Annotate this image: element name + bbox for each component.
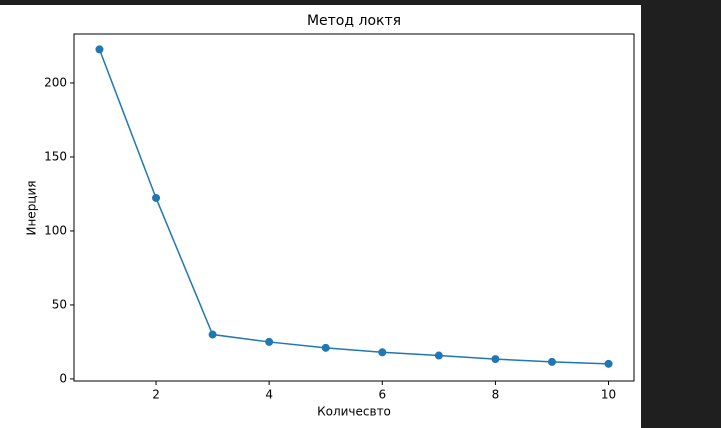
data-line xyxy=(98,49,609,365)
x-axis-label: Количесвто xyxy=(317,405,391,419)
data-point xyxy=(491,355,500,364)
x-tick-label: 2 xyxy=(152,388,160,402)
data-point xyxy=(152,193,161,202)
data-point xyxy=(95,45,104,54)
y-axis-label: Инерция xyxy=(25,180,39,235)
x-tick-label: 10 xyxy=(601,388,616,402)
axes-frame xyxy=(73,33,635,382)
x-tick-label: 4 xyxy=(265,388,273,402)
x-tick-label: 6 xyxy=(378,388,386,402)
y-tick-label: 50 xyxy=(52,297,67,311)
figure-background xyxy=(0,5,641,428)
y-tick-label: 200 xyxy=(44,75,67,89)
data-point xyxy=(378,348,387,357)
data-point xyxy=(208,330,217,339)
y-tick-label: 100 xyxy=(44,223,67,237)
y-tick-label: 0 xyxy=(59,371,67,385)
x-tick-label: 8 xyxy=(492,388,500,402)
chart-title: Метод локтя xyxy=(307,13,401,29)
data-point xyxy=(434,351,443,360)
data-point xyxy=(265,337,274,346)
data-point xyxy=(321,343,330,352)
data-point xyxy=(604,359,613,368)
y-tick-label: 150 xyxy=(44,149,67,163)
data-point xyxy=(547,357,556,366)
